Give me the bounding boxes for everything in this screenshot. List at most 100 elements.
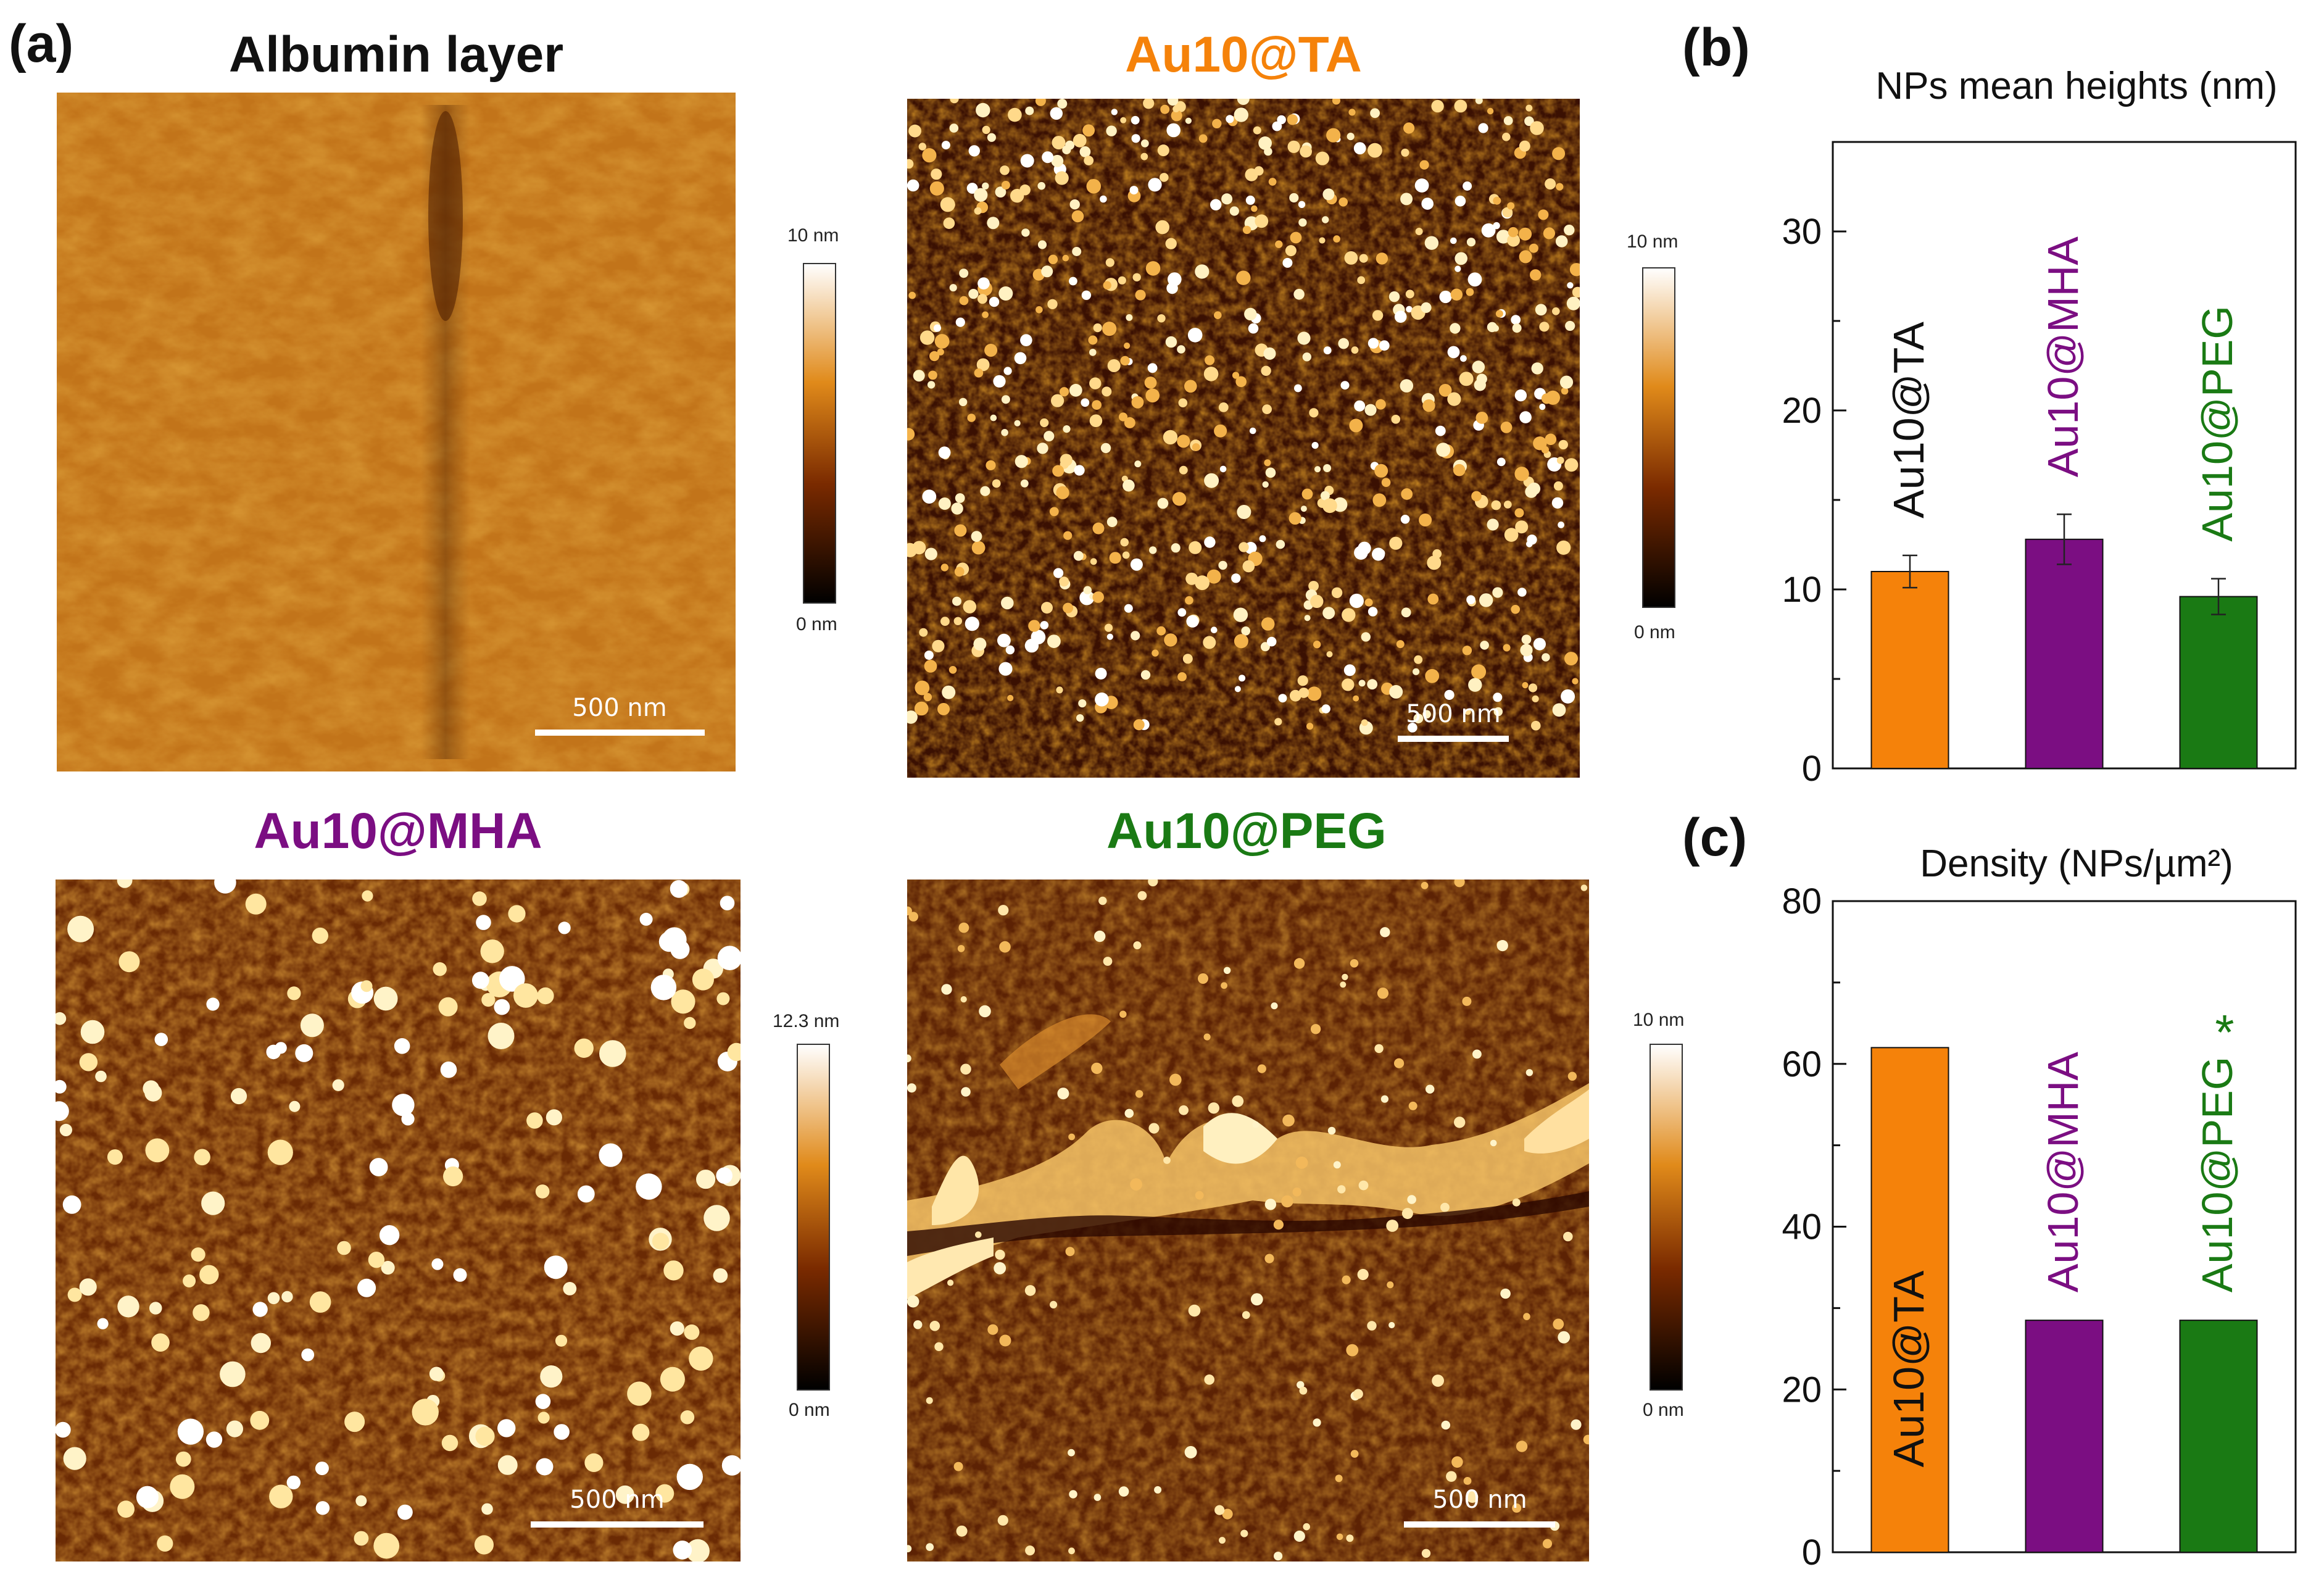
nanoparticle — [1266, 636, 1277, 647]
nanoparticle — [1503, 644, 1511, 652]
nanoparticle — [1463, 1477, 1472, 1485]
y-tick-label: 20 — [1782, 391, 1822, 431]
category-label: Au10@MHA — [2039, 1052, 2087, 1292]
nanoparticle — [993, 375, 1006, 388]
afm-image-mha: 500 nm — [56, 880, 741, 1562]
nanoparticle — [1047, 299, 1058, 309]
scale-bar-label-albumin: 500 nm — [572, 694, 666, 722]
nanoparticle — [929, 1321, 940, 1331]
category-label: Au10@PEG — [2193, 1057, 2241, 1292]
nanoparticle — [494, 999, 510, 1015]
nanoparticle — [1265, 467, 1276, 478]
nanoparticle — [999, 941, 1011, 953]
nanoparticle — [1419, 160, 1429, 170]
nanoparticle — [1003, 367, 1012, 375]
nanoparticle — [369, 1158, 388, 1176]
nanoparticle — [1583, 1434, 1589, 1445]
nanoparticle — [1533, 436, 1547, 451]
nanoparticle — [1237, 99, 1250, 105]
nanoparticle — [488, 1023, 515, 1049]
nanoparticle — [908, 291, 916, 299]
nanoparticle — [1377, 549, 1385, 557]
category-label: Au10@TA — [1885, 322, 1933, 518]
nanoparticle — [220, 1361, 246, 1387]
nanoparticle — [1466, 238, 1476, 247]
nanoparticle — [1166, 282, 1178, 294]
nanoparticle — [1185, 596, 1193, 605]
nanoparticle — [1523, 1313, 1530, 1320]
nanoparticle — [1060, 454, 1073, 467]
nanoparticle — [1232, 1095, 1244, 1107]
nanoparticle — [1204, 473, 1219, 488]
colorbar-min-albumin: 0 nm — [796, 614, 837, 634]
nanoparticle — [1421, 198, 1434, 210]
nanoparticle — [1432, 1374, 1444, 1387]
nanoparticle — [1025, 106, 1034, 115]
nanoparticle — [913, 1320, 923, 1329]
nanoparticle — [1130, 1178, 1142, 1191]
nanoparticle — [1335, 1474, 1343, 1483]
colorbar-min-mha: 0 nm — [789, 1400, 830, 1420]
nanoparticle — [1361, 632, 1371, 642]
nanoparticle — [1124, 604, 1133, 613]
y-tick-label: 40 — [1782, 1207, 1822, 1247]
nanoparticle — [1212, 119, 1222, 128]
nanoparticle — [1415, 228, 1423, 235]
nanoparticle — [1069, 277, 1077, 286]
nanoparticle — [1348, 109, 1356, 116]
nanoparticle — [924, 660, 937, 673]
nanoparticle — [1519, 250, 1532, 264]
nanoparticle — [926, 1397, 933, 1404]
nanoparticle — [1134, 460, 1142, 468]
nanoparticle — [671, 989, 695, 1014]
nanoparticle — [107, 1149, 123, 1165]
nanoparticle — [1120, 538, 1129, 547]
nanoparticle — [1231, 573, 1241, 583]
nanoparticle — [1092, 400, 1102, 410]
nanoparticle — [1185, 572, 1198, 585]
nanoparticle — [1242, 225, 1251, 235]
nanoparticle — [1177, 435, 1190, 448]
nanoparticle — [1148, 880, 1158, 887]
bar-Au10@PEG — [2179, 596, 2258, 769]
nanoparticle — [214, 880, 236, 894]
nanoparticle — [717, 946, 741, 970]
category-label: Au10@MHA — [2039, 236, 2087, 477]
nanoparticle — [1297, 1381, 1305, 1389]
nanoparticle — [673, 1541, 692, 1560]
nanoparticle — [1367, 338, 1379, 349]
nanoparticle — [696, 1170, 716, 1189]
nanoparticle — [1129, 186, 1139, 195]
scale-bar-label-peg: 500 nm — [1432, 1486, 1527, 1514]
nanoparticle — [1455, 252, 1467, 265]
nanoparticle — [267, 1292, 280, 1305]
nanoparticle — [1424, 236, 1439, 250]
nanoparticle — [1195, 1191, 1204, 1200]
nanoparticle — [154, 1033, 168, 1046]
nanoparticle — [1233, 607, 1248, 622]
nanoparticle — [472, 891, 487, 906]
nanoparticle — [1001, 596, 1014, 610]
nanoparticle — [1493, 692, 1503, 702]
nanoparticle — [1131, 134, 1140, 143]
nanoparticle — [475, 1426, 495, 1446]
nanoparticle — [1367, 1321, 1377, 1331]
nanoparticle — [354, 1531, 369, 1546]
nanoparticle — [1294, 384, 1302, 393]
nanoparticle — [1357, 276, 1366, 285]
nanoparticle — [973, 638, 987, 651]
nanoparticle — [1240, 1529, 1248, 1537]
nanoparticle — [1460, 355, 1467, 362]
nanoparticle — [1567, 1071, 1577, 1081]
nanoparticle — [1163, 430, 1178, 445]
nanoparticle — [1204, 536, 1216, 548]
nanoparticle — [440, 1061, 457, 1078]
nanoparticle — [1414, 178, 1429, 193]
nanoparticle — [513, 983, 538, 1008]
nanoparticle — [1413, 668, 1420, 675]
nanoparticle — [1163, 1157, 1171, 1164]
nanoparticle — [968, 289, 979, 299]
nanoparticle — [193, 1304, 210, 1321]
nanoparticle — [145, 1138, 170, 1163]
nanoparticle — [1074, 465, 1085, 476]
